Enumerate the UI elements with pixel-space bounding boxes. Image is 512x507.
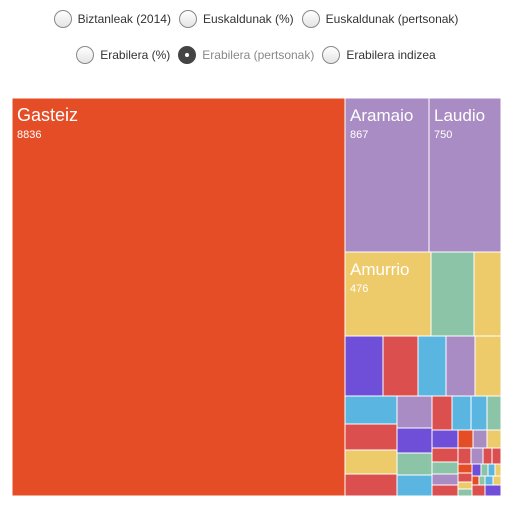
treemap-tile[interactable] [471,475,480,486]
treemap-tile[interactable] [451,395,472,431]
treemap-tile[interactable] [457,472,473,483]
treemap-tile[interactable] [470,447,484,465]
treemap-tile-aramaio[interactable] [344,97,430,253]
radio-circle[interactable] [178,10,197,28]
treemap-tile[interactable] [457,488,473,497]
treemap-tile[interactable] [431,473,459,486]
radio-circle[interactable] [53,10,72,28]
treemap-tile[interactable] [344,335,384,397]
treemap-tile[interactable] [431,447,459,463]
tile-name-label: Laudio [434,106,485,125]
treemap-tile[interactable] [382,335,419,397]
radio-label: Erabilera (pertsonak) [202,48,315,62]
radio-label: Erabilera indizea [346,48,436,62]
radio-biztanleak[interactable]: Biztanleak (2014) [53,8,171,30]
treemap-tile[interactable] [491,447,502,465]
radio-label: Euskaldunak (pertsonak) [325,12,459,26]
tile-value-label: 750 [434,129,452,141]
treemap-tile[interactable] [457,429,474,449]
treemap-tile[interactable] [494,463,502,477]
radio-erabilera-percent[interactable]: Erabilera (%) [76,44,170,66]
treemap-tile[interactable] [457,481,473,490]
treemap-tile[interactable] [417,335,447,397]
radio-label: Biztanleak (2014) [77,12,171,26]
treemap-tile[interactable] [396,474,433,497]
treemap-tile[interactable] [471,484,486,497]
radio-euskaldunak-pertsonak[interactable]: Euskaldunak (pertsonak) [301,8,459,30]
radio-row-2: Erabilera (%) Erabilera (pertsonak) Erab… [0,44,512,66]
treemap-tile-laudio[interactable] [428,97,502,253]
treemap-tile[interactable] [431,395,453,431]
treemap-tile[interactable] [487,463,496,477]
radio-euskaldunak-percent[interactable]: Euskaldunak (%) [178,8,294,30]
treemap-tile-amurrio[interactable] [344,251,432,337]
treemap-tile[interactable] [396,427,433,454]
treemap-tile[interactable] [344,395,398,425]
treemap-tile[interactable] [344,449,398,475]
radio-erabilera-pertsonak[interactable]: Erabilera (pertsonak) [178,44,314,66]
radio-label: Erabilera (%) [100,48,171,62]
treemap-tile[interactable] [472,429,488,449]
treemap-tile[interactable] [480,463,489,477]
treemap-tile[interactable] [430,251,475,337]
treemap-tile[interactable] [486,429,502,449]
tile-value-label: 476 [350,283,368,295]
treemap-tile[interactable] [344,473,398,497]
tile-value-label: 867 [350,129,368,141]
treemap-tile[interactable] [473,251,502,337]
treemap-tile[interactable] [396,452,433,476]
treemap-tile[interactable] [486,395,502,431]
radio-circle[interactable] [301,10,320,28]
treemap-tile[interactable] [474,335,502,397]
treemap-tile[interactable] [484,475,494,486]
treemap-tile[interactable] [471,463,482,477]
radio-circle[interactable] [322,46,341,64]
tile-value-label: 8836 [17,129,41,141]
treemap-tile[interactable] [457,463,473,474]
tile-name-label: Amurrio [350,260,410,279]
treemap-tile[interactable] [470,395,488,431]
treemap-tile-gasteiz[interactable] [11,97,346,497]
radio-label: Euskaldunak (%) [202,12,294,26]
radio-erabilera-indizea[interactable]: Erabilera indizea [322,44,436,66]
tile-name-label: Gasteiz [17,105,78,125]
treemap-tile[interactable] [492,475,502,486]
treemap-tile[interactable] [482,447,493,465]
treemap-tile[interactable] [445,335,476,397]
radio-circle[interactable] [76,46,95,64]
treemap-tile[interactable] [478,475,486,486]
treemap-tile[interactable] [431,429,459,449]
tile-name-label: Aramaio [350,106,413,125]
radio-circle[interactable] [178,46,197,64]
radio-row-1: Biztanleak (2014) Euskaldunak (%) Euskal… [0,8,512,30]
treemap-tile[interactable] [457,447,472,465]
treemap-tile[interactable] [344,423,398,451]
treemap-tile[interactable] [484,484,502,497]
treemap-tile[interactable] [431,461,459,475]
treemap-tile[interactable] [431,484,459,497]
treemap-tile[interactable] [396,395,433,429]
